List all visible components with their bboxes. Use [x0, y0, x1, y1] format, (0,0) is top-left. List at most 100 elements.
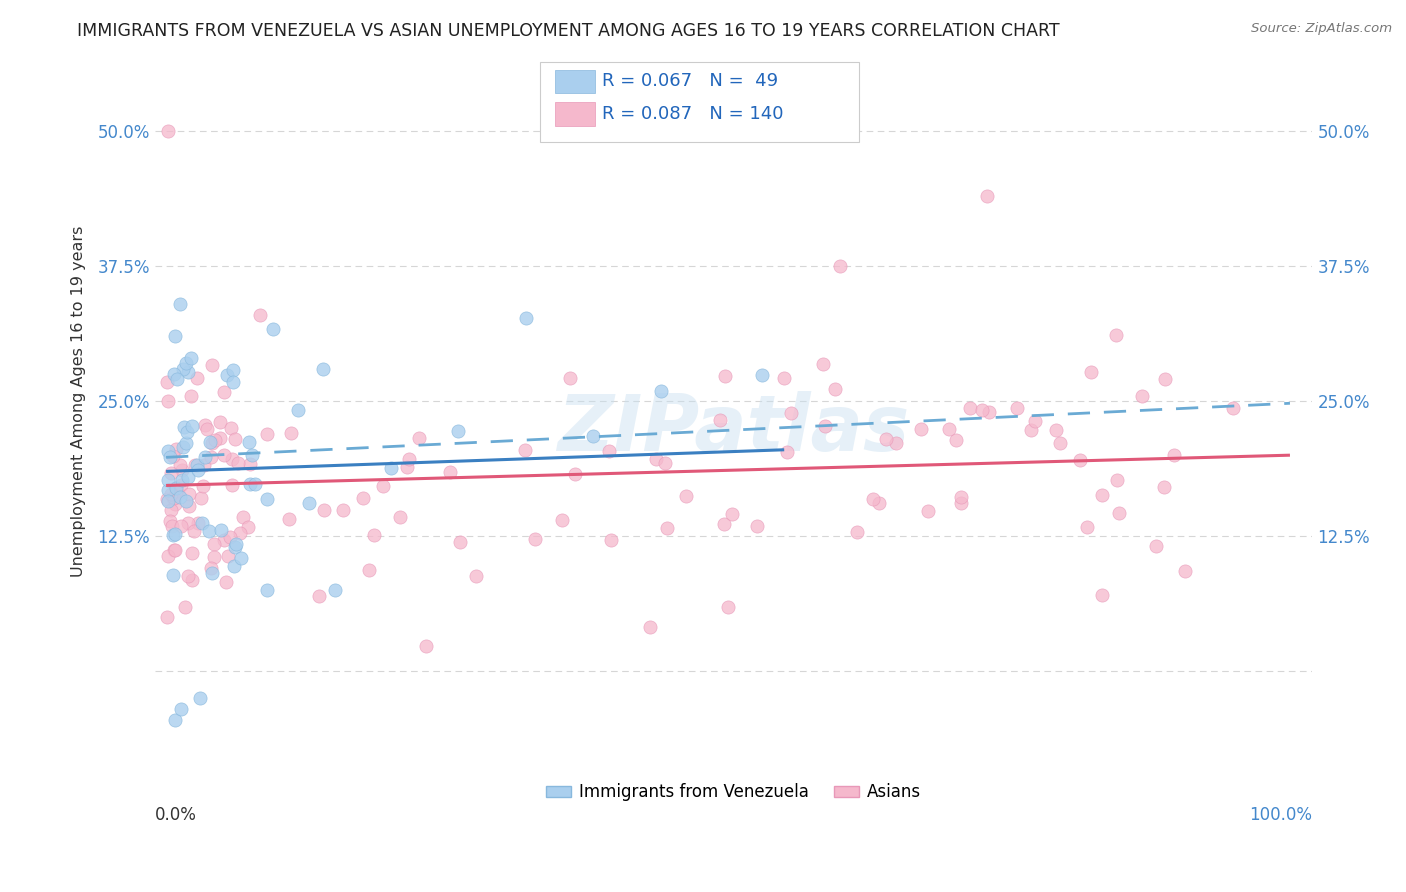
- Point: [582, 429, 605, 443]
- Point: [945, 433, 967, 447]
- Point: [1091, 488, 1114, 502]
- Point: [717, 599, 740, 614]
- Point: [1105, 327, 1128, 342]
- Point: [1174, 564, 1197, 578]
- Point: [173, 420, 195, 434]
- Point: [165, 497, 187, 511]
- Text: R = 0.087   N = 140: R = 0.087 N = 140: [602, 105, 783, 123]
- Point: [875, 433, 897, 447]
- Legend: Immigrants from Venezuela, Asians: Immigrants from Venezuela, Asians: [538, 777, 928, 808]
- Text: 0.0%: 0.0%: [155, 805, 197, 824]
- Point: [169, 297, 191, 311]
- Point: [884, 436, 907, 450]
- Point: [1153, 480, 1175, 494]
- Point: [163, 542, 186, 557]
- Point: [156, 549, 179, 563]
- Point: [408, 431, 430, 445]
- Point: [166, 372, 188, 386]
- Point: [776, 444, 799, 458]
- Point: [332, 503, 354, 517]
- Point: [226, 456, 249, 470]
- Point: [262, 322, 284, 336]
- Point: [157, 493, 180, 508]
- Point: [225, 537, 247, 551]
- Point: [675, 490, 697, 504]
- Point: [363, 527, 385, 541]
- Point: [174, 494, 197, 508]
- Point: [163, 543, 186, 558]
- Point: [187, 463, 209, 477]
- Point: [464, 568, 486, 582]
- Point: [811, 357, 834, 371]
- Point: [162, 568, 184, 582]
- Point: [204, 433, 226, 447]
- Point: [163, 367, 186, 381]
- Point: [217, 549, 239, 563]
- Point: [323, 583, 346, 598]
- Point: [198, 435, 221, 450]
- Point: [1130, 389, 1153, 403]
- Point: [181, 546, 204, 560]
- Point: [256, 426, 278, 441]
- Point: [1019, 423, 1042, 437]
- Point: [169, 490, 191, 504]
- Point: [156, 376, 179, 390]
- Point: [165, 713, 187, 727]
- Point: [513, 442, 536, 457]
- Point: [773, 371, 796, 385]
- Point: [194, 450, 217, 464]
- Point: [232, 510, 254, 524]
- Point: [714, 368, 737, 383]
- Point: [174, 436, 197, 450]
- Point: [314, 503, 336, 517]
- Point: [709, 412, 731, 426]
- Point: [564, 467, 586, 481]
- Point: [179, 500, 201, 514]
- Point: [1024, 414, 1046, 428]
- Point: [208, 415, 231, 429]
- Point: [221, 477, 243, 491]
- Point: [157, 124, 180, 138]
- Point: [287, 403, 309, 417]
- Point: [231, 550, 253, 565]
- Point: [644, 451, 666, 466]
- Point: [398, 452, 420, 467]
- Y-axis label: Unemployment Among Ages 16 to 19 years: Unemployment Among Ages 16 to 19 years: [72, 226, 86, 577]
- Point: [212, 448, 235, 462]
- Point: [212, 384, 235, 399]
- Point: [1163, 448, 1185, 462]
- Point: [176, 356, 198, 370]
- Point: [186, 371, 208, 385]
- Point: [180, 389, 202, 403]
- Point: [165, 481, 187, 495]
- Point: [1076, 520, 1098, 534]
- Point: [1222, 401, 1244, 416]
- FancyBboxPatch shape: [540, 62, 859, 142]
- Point: [202, 536, 225, 550]
- Point: [174, 599, 197, 614]
- Point: [1069, 452, 1091, 467]
- Point: [655, 521, 678, 535]
- Point: [950, 496, 973, 510]
- Point: [177, 470, 200, 484]
- Point: [221, 451, 243, 466]
- Point: [598, 444, 620, 458]
- Point: [1049, 436, 1071, 450]
- Point: [160, 487, 183, 501]
- Point: [721, 508, 744, 522]
- Point: [222, 375, 245, 389]
- Point: [745, 519, 768, 533]
- Point: [845, 524, 868, 539]
- Point: [215, 368, 238, 382]
- Point: [949, 490, 972, 504]
- Point: [201, 436, 224, 450]
- Point: [222, 362, 245, 376]
- Point: [156, 394, 179, 409]
- Point: [165, 483, 187, 498]
- Point: [224, 541, 246, 555]
- Point: [868, 496, 890, 510]
- Point: [824, 382, 846, 396]
- Point: [188, 691, 211, 706]
- Point: [200, 450, 222, 464]
- FancyBboxPatch shape: [555, 70, 595, 93]
